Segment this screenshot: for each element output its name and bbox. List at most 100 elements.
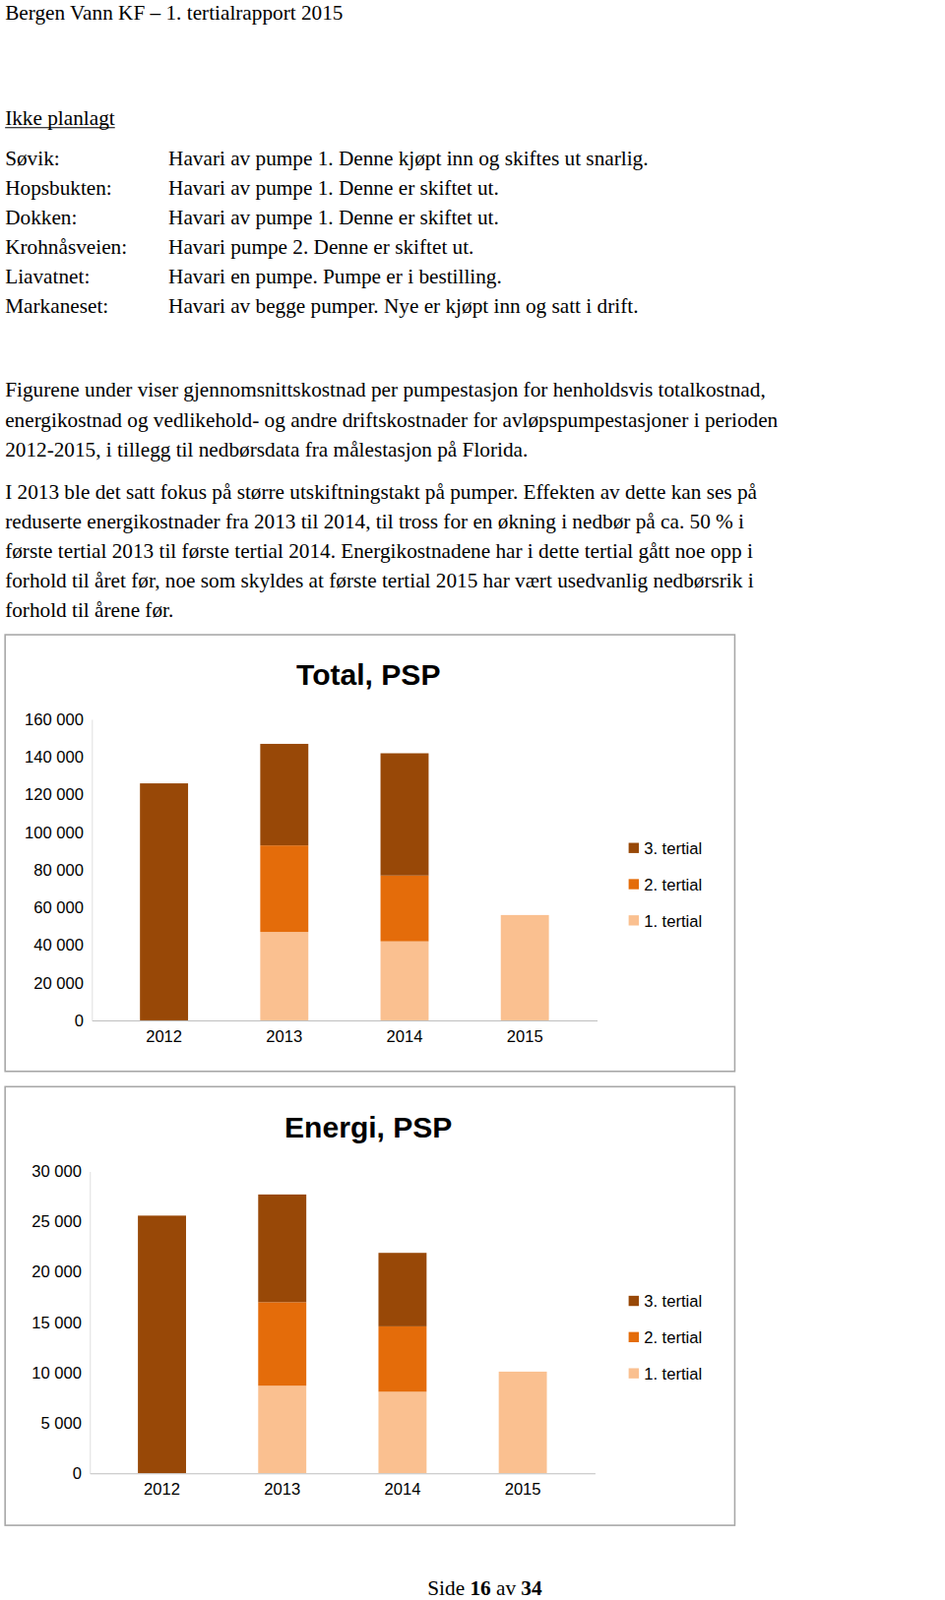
bar <box>378 1326 427 1392</box>
bar <box>259 845 309 933</box>
paragraph-line: reduserte energikostnader fra 2013 til 2… <box>4 509 745 534</box>
item-text: Havari pumpe 2. Denne er skiftet ut. <box>168 235 474 259</box>
paragraph-line: forhold til året før, noe som skyldes at… <box>4 568 755 593</box>
legend-swatch <box>629 1296 639 1307</box>
x-tick-label: 2012 <box>143 1480 181 1500</box>
x-axis: 2012201320142015 <box>92 1020 598 1047</box>
y-tick-label: 0 <box>72 1464 82 1484</box>
y-tick: 5 000 <box>40 1414 90 1434</box>
bar <box>257 1302 307 1386</box>
y-tick-label: 0 <box>74 1011 84 1031</box>
y-tick-label: 140 000 <box>24 748 84 767</box>
legend-swatch <box>629 1368 639 1379</box>
y-tick-label: 10 000 <box>31 1364 82 1384</box>
bar <box>380 942 430 1021</box>
y-tick-label: 100 000 <box>24 823 84 843</box>
y-tick-label: 60 000 <box>33 898 84 918</box>
y-tick-label: 25 000 <box>31 1212 82 1232</box>
bar <box>257 1386 307 1474</box>
bar <box>259 744 309 846</box>
chart: Energi, PSP 0 5 000 10 000 15 000 20 000 25 00… <box>4 1086 735 1526</box>
paragraph-line: første tertial 2013 til første tertial 2… <box>4 539 754 564</box>
bar <box>380 754 430 877</box>
x-tick-label: 2012 <box>145 1027 183 1047</box>
footer-prefix: Side <box>427 1576 465 1600</box>
legend-label: 3. tertial <box>643 839 702 859</box>
y-tick: 80 000 <box>33 861 92 881</box>
chart-title: Energi, PSP <box>284 1111 452 1144</box>
y-tick-label: 120 000 <box>24 785 84 805</box>
bar <box>380 876 430 943</box>
bar <box>501 915 550 1021</box>
legend-label: 1. tertial <box>643 1365 702 1385</box>
x-tick: 2013 <box>265 1020 303 1047</box>
y-tick: 40 000 <box>33 936 92 955</box>
footer: Side 16 av 34 <box>427 1576 543 1600</box>
y-tick-label: 80 000 <box>33 861 84 881</box>
y-axis: 0 5 000 10 000 15 000 20 000 25 000 30 000 <box>31 1162 91 1484</box>
item-label: Liavatnet: <box>4 264 90 289</box>
x-tick-label: 2013 <box>265 1027 303 1047</box>
legend-swatch <box>629 1332 639 1343</box>
y-tick: 140 000 <box>24 748 92 767</box>
bars <box>139 744 549 1021</box>
item-text: Havari av pumpe 1. Denne er skiftet ut. <box>168 176 500 200</box>
y-tick: 30 000 <box>31 1162 90 1182</box>
item-label: Hopsbukten: <box>4 176 113 200</box>
legend-label: 3. tertial <box>643 1292 702 1312</box>
header-title: Bergen Vann KF – 1. tertialrapport 2015 <box>4 0 343 25</box>
y-tick: 120 000 <box>24 785 92 805</box>
chart-title: Total, PSP <box>296 658 441 692</box>
chart: Total, PSP 0 20 000 40 000 60 000 80 000 100 0… <box>4 634 735 1072</box>
bar <box>378 1253 427 1327</box>
paragraph-line: I 2013 ble det satt fokus på større utsk… <box>4 480 757 504</box>
paragraph-line: forhold til årene før. <box>4 598 174 623</box>
y-tick: 0 <box>72 1464 91 1484</box>
bar <box>259 932 309 1021</box>
y-axis: 0 20 000 40 000 60 000 80 000 100 000 120 000 1… <box>24 710 93 1031</box>
y-tick: 20 000 <box>31 1262 90 1282</box>
y-tick: 0 <box>74 1011 93 1031</box>
footer-separator: av <box>491 1576 517 1600</box>
x-axis-line <box>92 1020 598 1022</box>
item-text: Havari av pumpe 1. Denne er skiftet ut. <box>168 205 500 230</box>
item-label: Søvik: <box>4 146 61 171</box>
legend: 3. tertial2. tertial1. tertial <box>629 839 703 932</box>
y-tick-label: 30 000 <box>31 1162 82 1182</box>
legend: 3. tertial2. tertial1. tertial <box>629 1292 703 1385</box>
paragraph-line: energikostnad og vedlikehold- og andre d… <box>4 408 778 433</box>
heading-underline <box>4 126 116 128</box>
paragraph-line: Figurene under viser gjennomsnittskostna… <box>4 378 766 402</box>
x-tick: 2013 <box>263 1473 301 1500</box>
x-axis-line <box>90 1473 596 1475</box>
y-tick-label: 5 000 <box>40 1414 81 1434</box>
y-tick: 160 000 <box>24 710 92 730</box>
y-tick: 20 000 <box>33 974 92 994</box>
legend-label: 1. tertial <box>643 912 702 932</box>
chart-frame <box>4 634 735 1072</box>
x-tick-label: 2013 <box>263 1480 301 1500</box>
x-tick: 2012 <box>143 1473 181 1500</box>
page: Bergen Vann KF – 1. tertialrapport 2015 I… <box>0 0 945 1600</box>
bar <box>257 1195 307 1303</box>
legend-swatch <box>629 843 639 854</box>
x-tick: 2015 <box>506 1020 544 1047</box>
y-tick-label: 40 000 <box>33 936 84 955</box>
x-tick-label: 2015 <box>504 1480 542 1500</box>
y-axis-line <box>91 720 93 1022</box>
y-tick: 60 000 <box>33 898 92 918</box>
y-tick: 25 000 <box>31 1212 90 1232</box>
chart-frame <box>4 1086 735 1526</box>
item-text: Havari av begge pumper. Nye er kjøpt inn… <box>168 294 638 318</box>
y-tick: 15 000 <box>31 1314 90 1333</box>
x-tick-label: 2014 <box>383 1480 421 1500</box>
y-tick: 100 000 <box>24 823 92 843</box>
x-axis: 2012 2013 2014 2015 <box>90 1473 596 1500</box>
bar <box>137 1215 187 1474</box>
bar <box>139 783 189 1021</box>
section-heading: Ikke planlagt <box>4 106 116 130</box>
y-tick-label: 20 000 <box>33 974 84 994</box>
footer-page: 16 <box>464 1576 492 1600</box>
x-tick-label: 2015 <box>506 1027 544 1047</box>
item-label: Markaneset: <box>4 294 109 318</box>
